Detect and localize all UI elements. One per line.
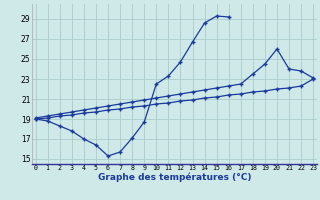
- X-axis label: Graphe des températures (°C): Graphe des températures (°C): [98, 173, 251, 182]
